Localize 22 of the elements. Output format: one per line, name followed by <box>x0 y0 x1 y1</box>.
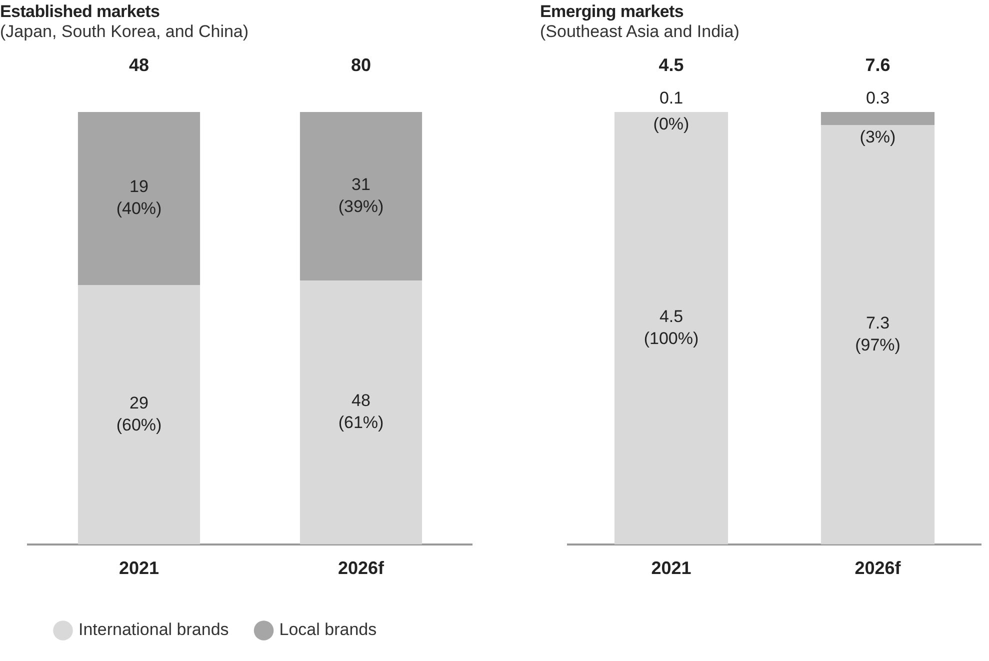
legend-label: Local brands <box>279 620 377 640</box>
annotation: 7.6 <box>865 54 890 75</box>
chart-title: Emerging markets <box>540 2 685 22</box>
legend-label: International brands <box>78 620 229 640</box>
annotation: 48 <box>128 54 150 75</box>
annotation: 4.5 <box>658 54 684 75</box>
data-label: 0.3 (3%) <box>860 88 896 147</box>
data-label: 31 (39%) <box>338 175 384 216</box>
data-label: 29 (60%) <box>116 393 162 434</box>
x-tick-label: 2026f <box>338 558 386 578</box>
data-label: 0.1 (0%) <box>653 88 690 134</box>
x-tick-label: 2021 <box>651 558 692 578</box>
data-label: 19 (40%) <box>116 177 162 218</box>
annotation: 80 <box>350 54 372 75</box>
x-tick-label: 2026f <box>854 558 902 578</box>
data-label: 7.3 (97%) <box>855 313 900 354</box>
data-label: 4.5 (100%) <box>644 306 699 348</box>
chart-subtitle: (Southeast Asia and India) <box>540 22 740 42</box>
x-tick-label: 2021 <box>118 558 160 578</box>
chart-title: Established markets <box>0 2 161 22</box>
data-label: 48 (61%) <box>338 391 384 432</box>
chart-subtitle: (Japan, South Korea, and China) <box>0 22 250 42</box>
